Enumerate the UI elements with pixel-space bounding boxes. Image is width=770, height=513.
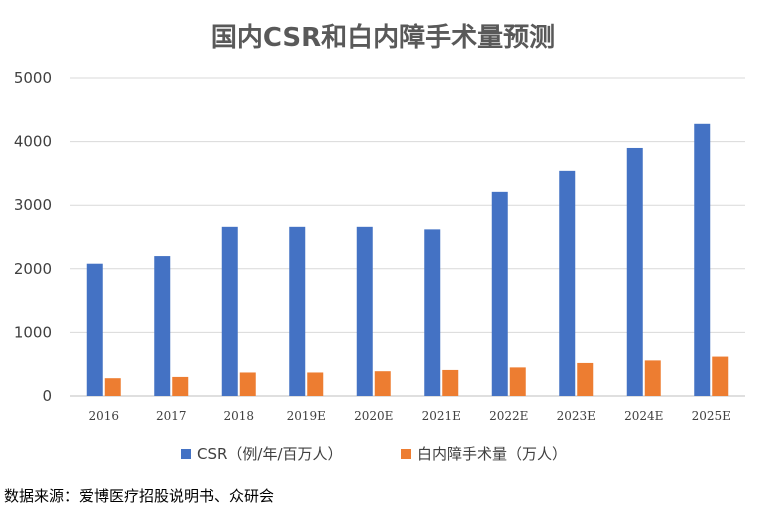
legend: CSR（例/年/百万人） 白内障手术量（万人） <box>181 445 567 463</box>
bars <box>86 123 729 397</box>
bar-csr <box>424 229 441 396</box>
source-note: 数据来源：爱博医疗招股说明书、众研会 <box>4 487 275 505</box>
bar-csr <box>289 226 306 396</box>
y-tick-label: 5000 <box>14 69 52 87</box>
x-axis-ticks: 2016 2017 2018 2019E 2020E 2021E 2022E 2023E 202… <box>88 409 730 423</box>
legend-swatch <box>181 449 191 459</box>
bar-cataract-surgery <box>172 376 189 396</box>
bar-cataract-surgery <box>442 369 459 396</box>
y-tick-label: 0 <box>42 387 52 405</box>
bar-cataract-surgery <box>239 372 256 396</box>
x-tick-label: 2025E <box>692 409 731 423</box>
bar-csr <box>356 226 373 396</box>
x-tick-label: 2018 <box>223 409 254 423</box>
bar-cataract-surgery <box>307 372 324 396</box>
y-axis-ticks: 0 1000 2000 3000 4000 5000 <box>14 69 52 405</box>
y-tick-label: 1000 <box>14 323 52 341</box>
x-tick-label: 2017 <box>156 409 187 423</box>
bar-cataract-surgery <box>644 360 661 396</box>
y-tick-label: 3000 <box>14 196 52 214</box>
bar-csr <box>694 123 711 397</box>
bar-cataract-surgery <box>577 362 594 396</box>
x-tick-label: 2019E <box>287 409 326 423</box>
bar-csr <box>221 226 238 396</box>
x-tick-label: 2021E <box>422 409 461 423</box>
bar-cataract-surgery <box>104 378 121 396</box>
bar-cataract-surgery <box>509 367 526 396</box>
bar-csr <box>626 147 643 396</box>
bar-csr <box>491 191 508 396</box>
y-tick-label: 2000 <box>14 260 52 278</box>
x-tick-label: 2024E <box>624 409 663 423</box>
bar-csr <box>86 263 103 396</box>
bar-csr <box>559 170 576 396</box>
x-tick-label: 2022E <box>489 409 528 423</box>
x-tick-label: 2023E <box>557 409 596 423</box>
y-tick-label: 4000 <box>14 133 52 151</box>
legend-label: CSR（例/年/百万人） <box>197 445 343 463</box>
bar-chart: 国内CSR和白内障手术量预测 0 1000 2000 3000 4000 5000 201… <box>14 22 745 463</box>
bar-cataract-surgery <box>712 356 729 396</box>
x-tick-label: 2016 <box>88 409 119 423</box>
legend-label: 白内障手术量（万人） <box>417 445 567 463</box>
legend-swatch <box>401 449 411 459</box>
x-tick-label: 2020E <box>354 409 393 423</box>
bar-cataract-surgery <box>374 371 391 396</box>
bar-csr <box>154 256 171 396</box>
chart-title: 国内CSR和白内障手术量预测 <box>211 22 555 53</box>
gridlines <box>70 77 745 397</box>
